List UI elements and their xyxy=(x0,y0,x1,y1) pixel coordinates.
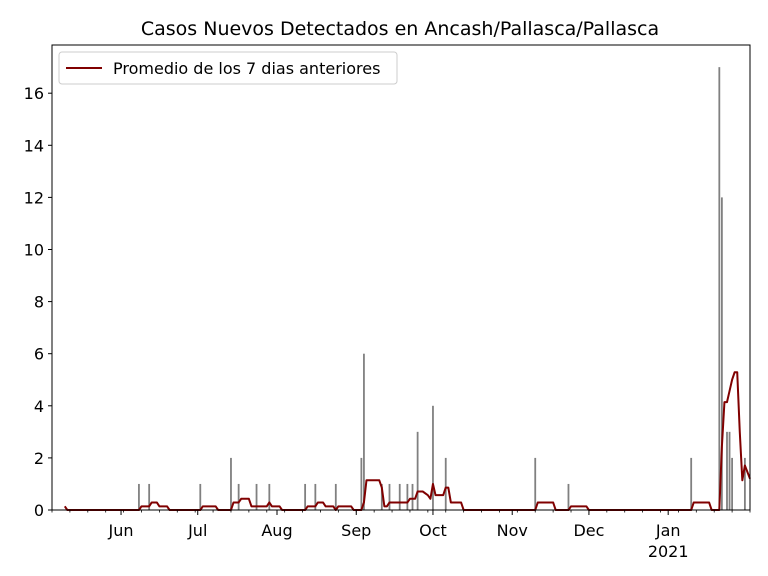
bar-2020-06-08 xyxy=(138,483,140,510)
x-tick-label: Jan xyxy=(655,521,681,540)
bar-2020-09-21 xyxy=(406,483,409,510)
x-tick-label: Jun xyxy=(108,521,134,540)
chart-title: Casos Nuevos Detectados en Ancash/Pallas… xyxy=(141,18,659,40)
y-tick-label: 2 xyxy=(34,449,44,468)
legend: Promedio de los 7 dias anteriores xyxy=(58,51,398,85)
bar-2021-01-26 xyxy=(731,457,733,510)
bar-2020-10-06 xyxy=(444,457,447,510)
y-tick-label: 16 xyxy=(24,84,44,103)
bar-2020-09-25 xyxy=(416,431,419,510)
bar-2020-09-03 xyxy=(360,457,363,510)
bar-2020-08-16 xyxy=(314,483,317,510)
x-tick-year-label: 2021 xyxy=(648,542,689,561)
bar-2021-01-25 xyxy=(728,431,731,510)
bar-2021-01-24 xyxy=(726,431,728,510)
y-tick-label: 10 xyxy=(24,240,44,259)
y-tick-label: 14 xyxy=(24,136,44,155)
x-tick-label: Nov xyxy=(497,521,528,540)
x-tick-label: Dec xyxy=(573,521,604,540)
bar-2020-07-29 xyxy=(268,483,271,510)
bar-2020-10-01 xyxy=(432,405,434,510)
bar-2020-07-17 xyxy=(237,483,240,510)
bar-2021-01-10 xyxy=(690,457,693,510)
bar-2021-01-31 xyxy=(743,457,746,510)
bar-2020-09-14 xyxy=(388,483,391,510)
x-tick-label: Aug xyxy=(261,521,292,540)
x-tick-label: Oct xyxy=(419,521,447,540)
bar-2020-06-12 xyxy=(148,483,151,510)
bar-2020-09-18 xyxy=(398,483,401,510)
y-tick-label: 12 xyxy=(24,188,44,207)
bar-2020-07-24 xyxy=(255,483,258,510)
bar-2020-09-23 xyxy=(411,483,414,510)
legend-label: Promedio de los 7 dias anteriores xyxy=(113,59,380,78)
bar-2021-01-22 xyxy=(720,197,723,510)
axes: 0 2 4 6 8 10 12 14 16 Jun Jul Aug Sep Oct Nov Dec Jan 202… xyxy=(24,44,751,561)
bar-2021-01-21 xyxy=(718,67,721,510)
bar-2020-09-11 xyxy=(380,483,383,510)
bar-2020-09-04 xyxy=(363,353,365,510)
x-tick-label: Sep xyxy=(341,521,371,540)
bar-2020-08-12 xyxy=(304,483,307,510)
bar-2020-07-02 xyxy=(199,483,202,510)
y-tick-label: 6 xyxy=(34,345,44,364)
plot-frame xyxy=(51,44,751,511)
bar-2020-11-23 xyxy=(567,483,570,510)
bar-2020-07-14 xyxy=(230,457,232,510)
legend-box xyxy=(58,51,398,85)
bar-2020-08-24 xyxy=(334,483,337,510)
x-tick-label: Jul xyxy=(187,521,207,540)
y-tick-label: 0 xyxy=(34,501,44,520)
y-tick-label: 8 xyxy=(34,293,44,312)
bar-2020-11-10 xyxy=(534,457,537,510)
y-tick-label: 4 xyxy=(34,397,44,416)
bars-group xyxy=(138,67,746,510)
